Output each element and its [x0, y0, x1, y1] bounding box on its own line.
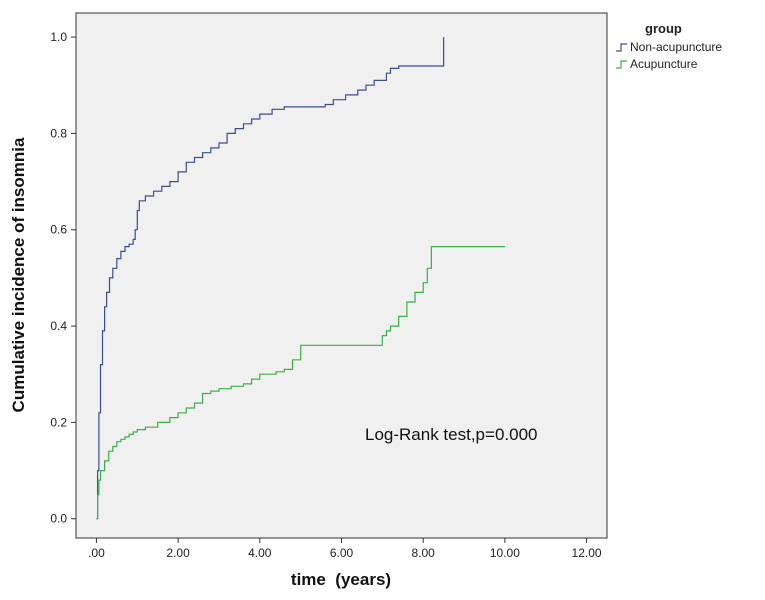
- x-axis-title: time (years): [291, 570, 391, 589]
- series-lines: [96, 37, 505, 520]
- legend: group Non-acupuncture Acupuncture: [616, 21, 722, 71]
- y-tick-label: 1.0: [50, 30, 67, 44]
- x-tick-label: 12.00: [572, 546, 602, 560]
- legend-swatch: [616, 43, 627, 52]
- axis-ticks: .00 2.00 4.00 6.00 8.00 10.00 12.00 0.0 0.2 0.4 0.…: [50, 30, 602, 560]
- y-tick-label: 0.2: [50, 415, 67, 429]
- x-tick-label: 2.00: [166, 546, 190, 560]
- x-tick-label: 4.00: [248, 546, 272, 560]
- series-line-non-acupuncture: [96, 37, 445, 520]
- y-axis-title: Cumulative incidence of insomnia: [9, 137, 28, 412]
- x-tick-label: .00: [88, 546, 105, 560]
- legend-label: Non-acupuncture: [630, 40, 722, 54]
- series-line-acupuncture: [96, 246, 505, 520]
- log-rank-annotation: Log-Rank test,p=0.000: [365, 425, 537, 444]
- y-tick-label: 0.8: [50, 126, 67, 140]
- x-tick-label: 10.00: [490, 546, 520, 560]
- legend-label: Acupuncture: [630, 57, 698, 71]
- y-tick-label: 0.0: [50, 512, 67, 526]
- x-tick-label: 8.00: [412, 546, 436, 560]
- y-tick-label: 0.6: [50, 223, 67, 237]
- legend-swatch: [616, 60, 627, 69]
- x-tick-label: 6.00: [330, 546, 354, 560]
- legend-title: group: [645, 21, 682, 36]
- y-tick-label: 0.4: [50, 319, 67, 333]
- plot-area: [75, 12, 608, 539]
